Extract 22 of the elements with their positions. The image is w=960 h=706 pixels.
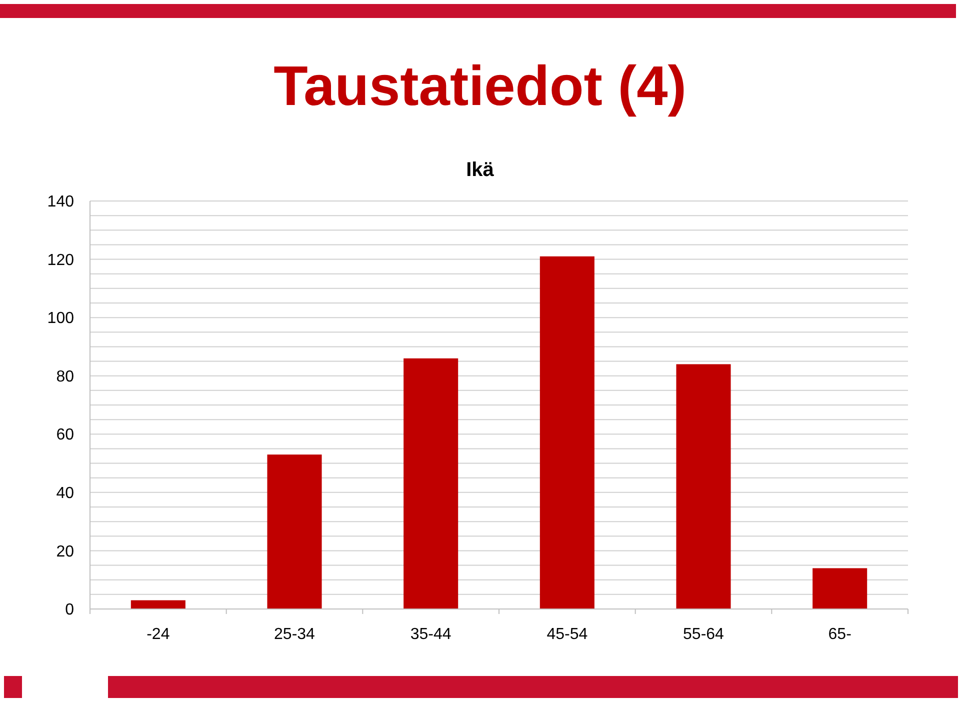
y-tick-label: 0 xyxy=(65,602,74,619)
y-tick-label: 120 xyxy=(47,252,74,269)
x-tick-label: 65- xyxy=(828,626,852,643)
y-tick-label: 80 xyxy=(56,368,74,386)
chart-title: Taustatiedot (4) xyxy=(274,54,686,117)
y-tick-label: 60 xyxy=(56,426,74,444)
bar xyxy=(267,454,322,609)
y-tick-label: 40 xyxy=(56,485,74,502)
bar xyxy=(130,600,186,609)
x-tick-label: 55-64 xyxy=(683,626,724,643)
bar xyxy=(676,364,731,609)
bar xyxy=(812,568,868,609)
y-tick-label: 100 xyxy=(47,310,74,328)
y-tick-label: 140 xyxy=(47,194,74,211)
x-tick-label: 25-34 xyxy=(274,626,316,643)
x-tick-label: 35-44 xyxy=(410,626,452,643)
bar xyxy=(540,256,594,609)
x-tick-label: 45-54 xyxy=(546,626,588,643)
x-tick-label: -24 xyxy=(146,626,170,643)
chart-subtitle: Ikä xyxy=(466,159,495,181)
y-tick-label: 20 xyxy=(56,543,74,560)
bar xyxy=(404,358,458,609)
